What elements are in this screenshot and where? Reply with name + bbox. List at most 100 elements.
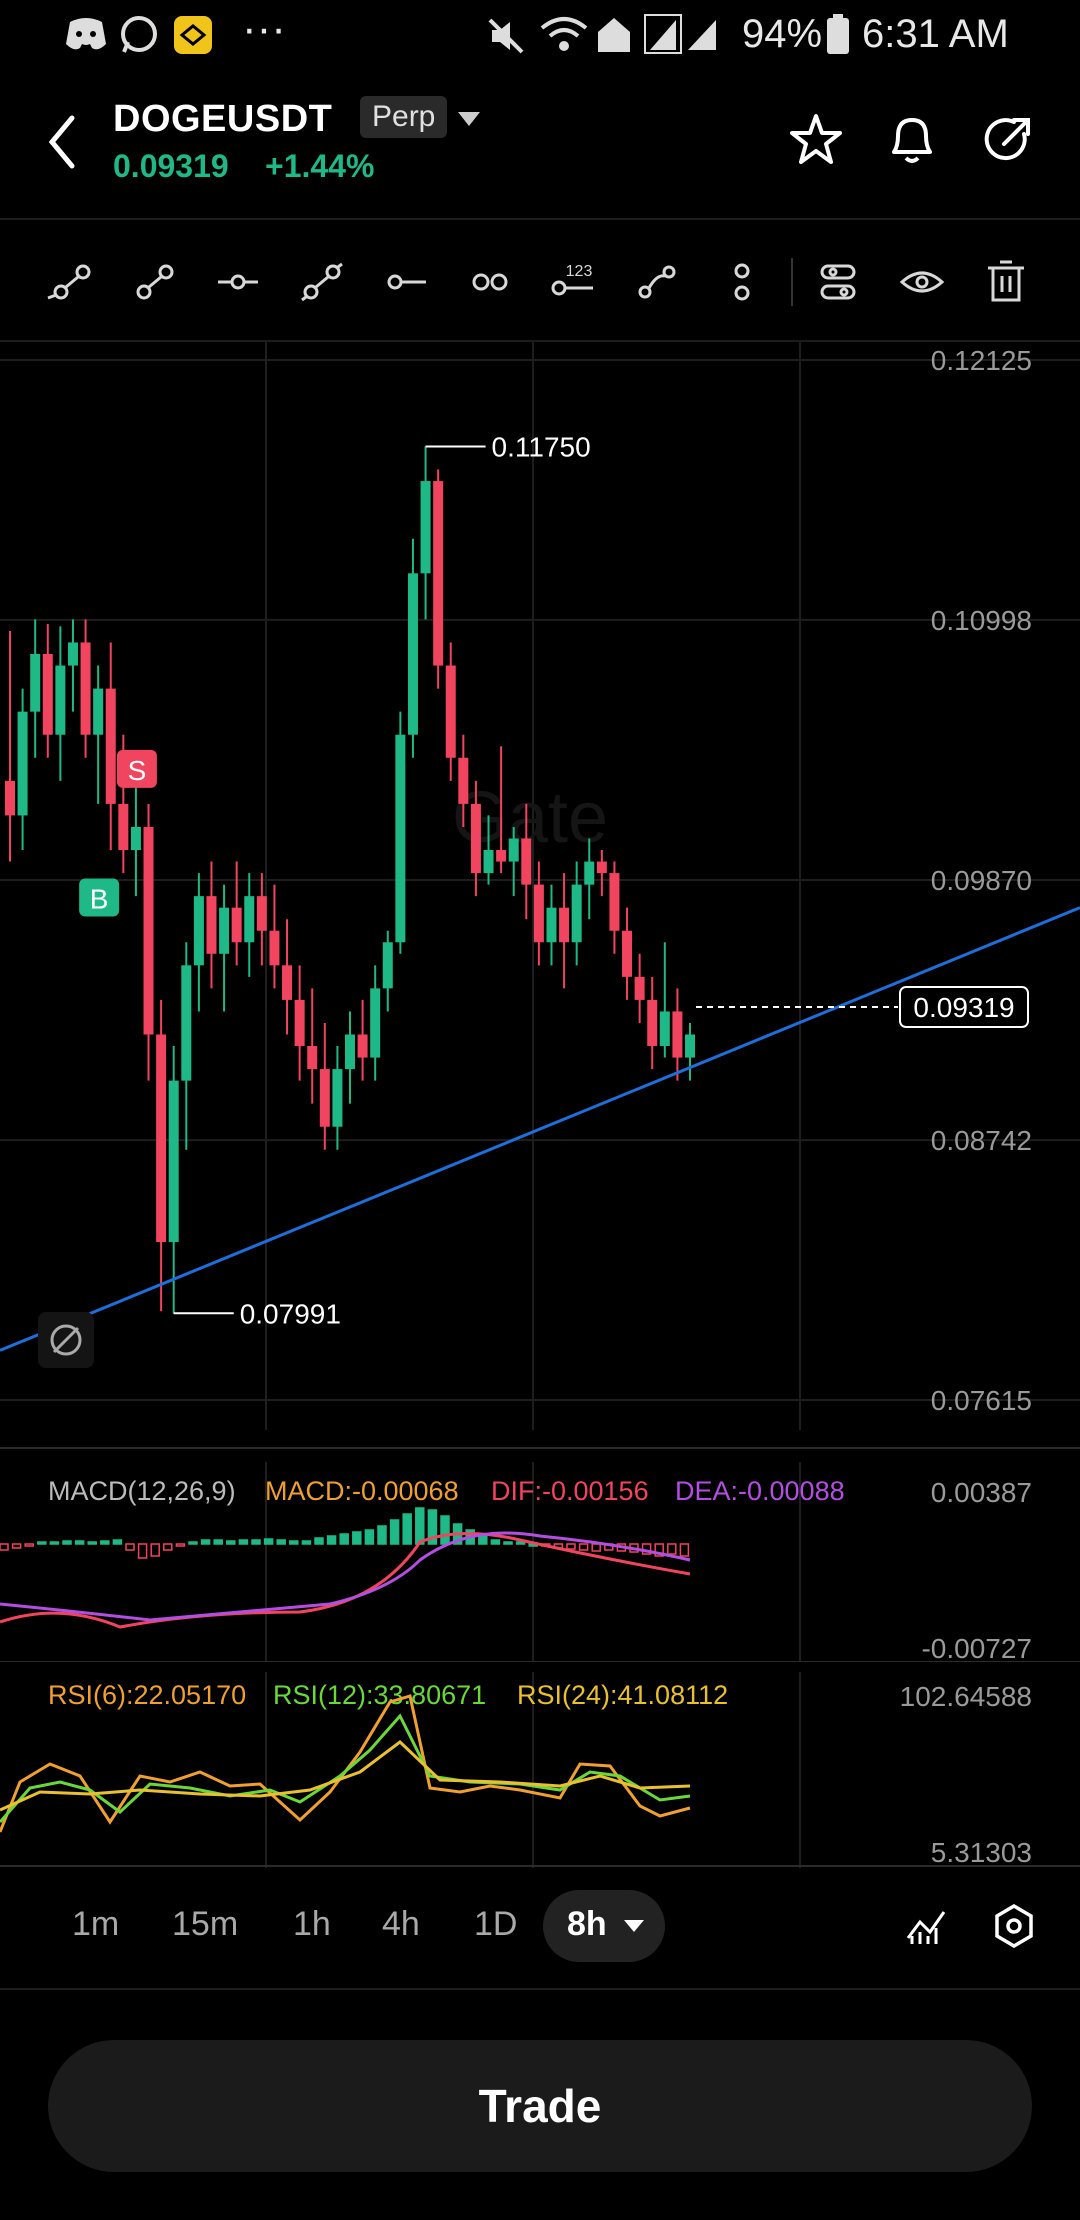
layers-icon[interactable] (820, 264, 856, 300)
low-price-label: 0.07991 (240, 1298, 341, 1329)
macd-bar (377, 1525, 387, 1545)
more-dots-icon: ··· (242, 4, 286, 53)
candle (93, 665, 104, 804)
candle (206, 861, 217, 989)
macd-bar (503, 1541, 513, 1545)
trend-line[interactable] (0, 906, 1080, 1352)
visibility-icon[interactable] (899, 271, 945, 293)
candle (256, 873, 267, 966)
macd-bar (679, 1543, 690, 1557)
candle-body (395, 734, 406, 943)
chart-grid (0, 342, 1080, 1430)
curve-icon[interactable] (638, 265, 676, 299)
macd-y-min: -0.00727 (921, 1633, 1032, 1662)
candle-body (67, 642, 78, 666)
horizontal-line-icon[interactable] (218, 274, 258, 290)
app-icon (174, 16, 212, 54)
candle-body (596, 861, 607, 874)
candle (319, 1022, 330, 1150)
delete-icon[interactable] (988, 260, 1024, 302)
extended-line-icon[interactable] (301, 262, 343, 302)
y-axis-label: 0.08742 (931, 1125, 1032, 1156)
vertical-line-icon[interactable] (734, 263, 750, 301)
wifi-icon (540, 17, 588, 51)
candle (143, 803, 154, 1081)
candle (496, 746, 507, 874)
candle-body (105, 688, 116, 804)
timeframe-1d[interactable]: 1D (474, 1905, 518, 1943)
parallel-channel-icon[interactable] (472, 273, 508, 291)
timeframe-4h[interactable]: 4h (382, 1905, 420, 1943)
candle-body (244, 896, 255, 943)
bell-icon[interactable] (884, 110, 940, 170)
price-chart[interactable]: 0.121250.109980.098700.087420.0761502-01… (0, 342, 1080, 1462)
candle-body (659, 1011, 670, 1047)
candle (294, 965, 305, 1081)
macd-bar (263, 1538, 274, 1545)
trade-button[interactable]: Trade (48, 2040, 1032, 2172)
contract-badge[interactable]: Perp (360, 96, 448, 138)
candle-body (634, 976, 645, 1000)
macd-dif: DIF:-0.00156 (491, 1476, 649, 1506)
indicators-icon[interactable] (906, 1906, 946, 1946)
chart-settings-icon[interactable] (992, 1904, 1036, 1948)
candle (193, 873, 204, 1012)
candle (533, 861, 544, 966)
macd-bar (150, 1543, 160, 1557)
last-price: 0.09319 (113, 148, 229, 184)
candle-body (420, 481, 431, 574)
macd-panel[interactable]: MACD(12,26,9) MACD:-0.00068 DIF:-0.00156 DE… (0, 1462, 1080, 1662)
price-change: +1.44% (265, 148, 375, 184)
candle (67, 619, 78, 712)
macd-bar (226, 1540, 236, 1545)
candle (55, 626, 66, 781)
macd-bar (301, 1540, 312, 1545)
candle-body (118, 803, 129, 851)
timeframe-15m[interactable]: 15m (172, 1905, 239, 1943)
candle-body (546, 907, 557, 943)
macd-bar (125, 1543, 135, 1551)
candle (433, 469, 444, 689)
candles (5, 446, 695, 1314)
macd-bar (415, 1507, 425, 1545)
candle-body (521, 838, 532, 885)
horizontal-ray-icon[interactable] (387, 274, 426, 290)
candle-body (30, 654, 41, 712)
back-icon[interactable] (44, 112, 80, 172)
candle (596, 850, 607, 897)
rsi-panel[interactable]: RSI(6):22.05170 RSI(12):33.80671 RSI(24):4… (0, 1672, 1080, 1868)
chevron-down-icon[interactable] (458, 112, 480, 128)
macd-bar (654, 1543, 664, 1557)
last-price-tag: 0.09319 (913, 992, 1014, 1023)
candle (458, 734, 469, 827)
candle (168, 1046, 179, 1314)
candle-body (294, 999, 305, 1047)
star-icon[interactable] (788, 112, 844, 168)
candle-body (685, 1034, 695, 1058)
buy-marker-bg (79, 878, 120, 917)
share-icon[interactable] (980, 112, 1036, 168)
toolbar-icons: 123 (47, 258, 1024, 306)
candle (282, 919, 293, 1035)
reset-view-icon[interactable] (38, 1312, 94, 1368)
price-label-icon[interactable]: 123 (551, 263, 593, 296)
candle (357, 999, 368, 1081)
candle-body (445, 665, 456, 758)
chevron-down-icon[interactable] (624, 1920, 644, 1934)
discord-icon (66, 18, 106, 50)
buy-marker[interactable]: B (79, 878, 120, 917)
y-axis-label: 0.07615 (931, 1385, 1032, 1416)
sell-marker[interactable]: S (116, 749, 157, 788)
trend-line-icon[interactable] (47, 264, 91, 300)
timeframe-1h[interactable]: 1h (293, 1905, 331, 1943)
timeframe-1m[interactable]: 1m (72, 1905, 120, 1943)
status-bar: ··· 94% 6:31 AM (0, 0, 1080, 70)
macd-bar (251, 1539, 261, 1545)
candle (231, 861, 242, 966)
timeframe-8h[interactable]: 8h (567, 1905, 607, 1943)
symbol-title[interactable]: DOGEUSDT (113, 98, 333, 140)
last-price-box (899, 986, 1029, 1029)
ray-icon[interactable] (136, 264, 174, 300)
macd-title: MACD(12,26,9) (48, 1476, 236, 1506)
macd-bar (578, 1543, 589, 1551)
